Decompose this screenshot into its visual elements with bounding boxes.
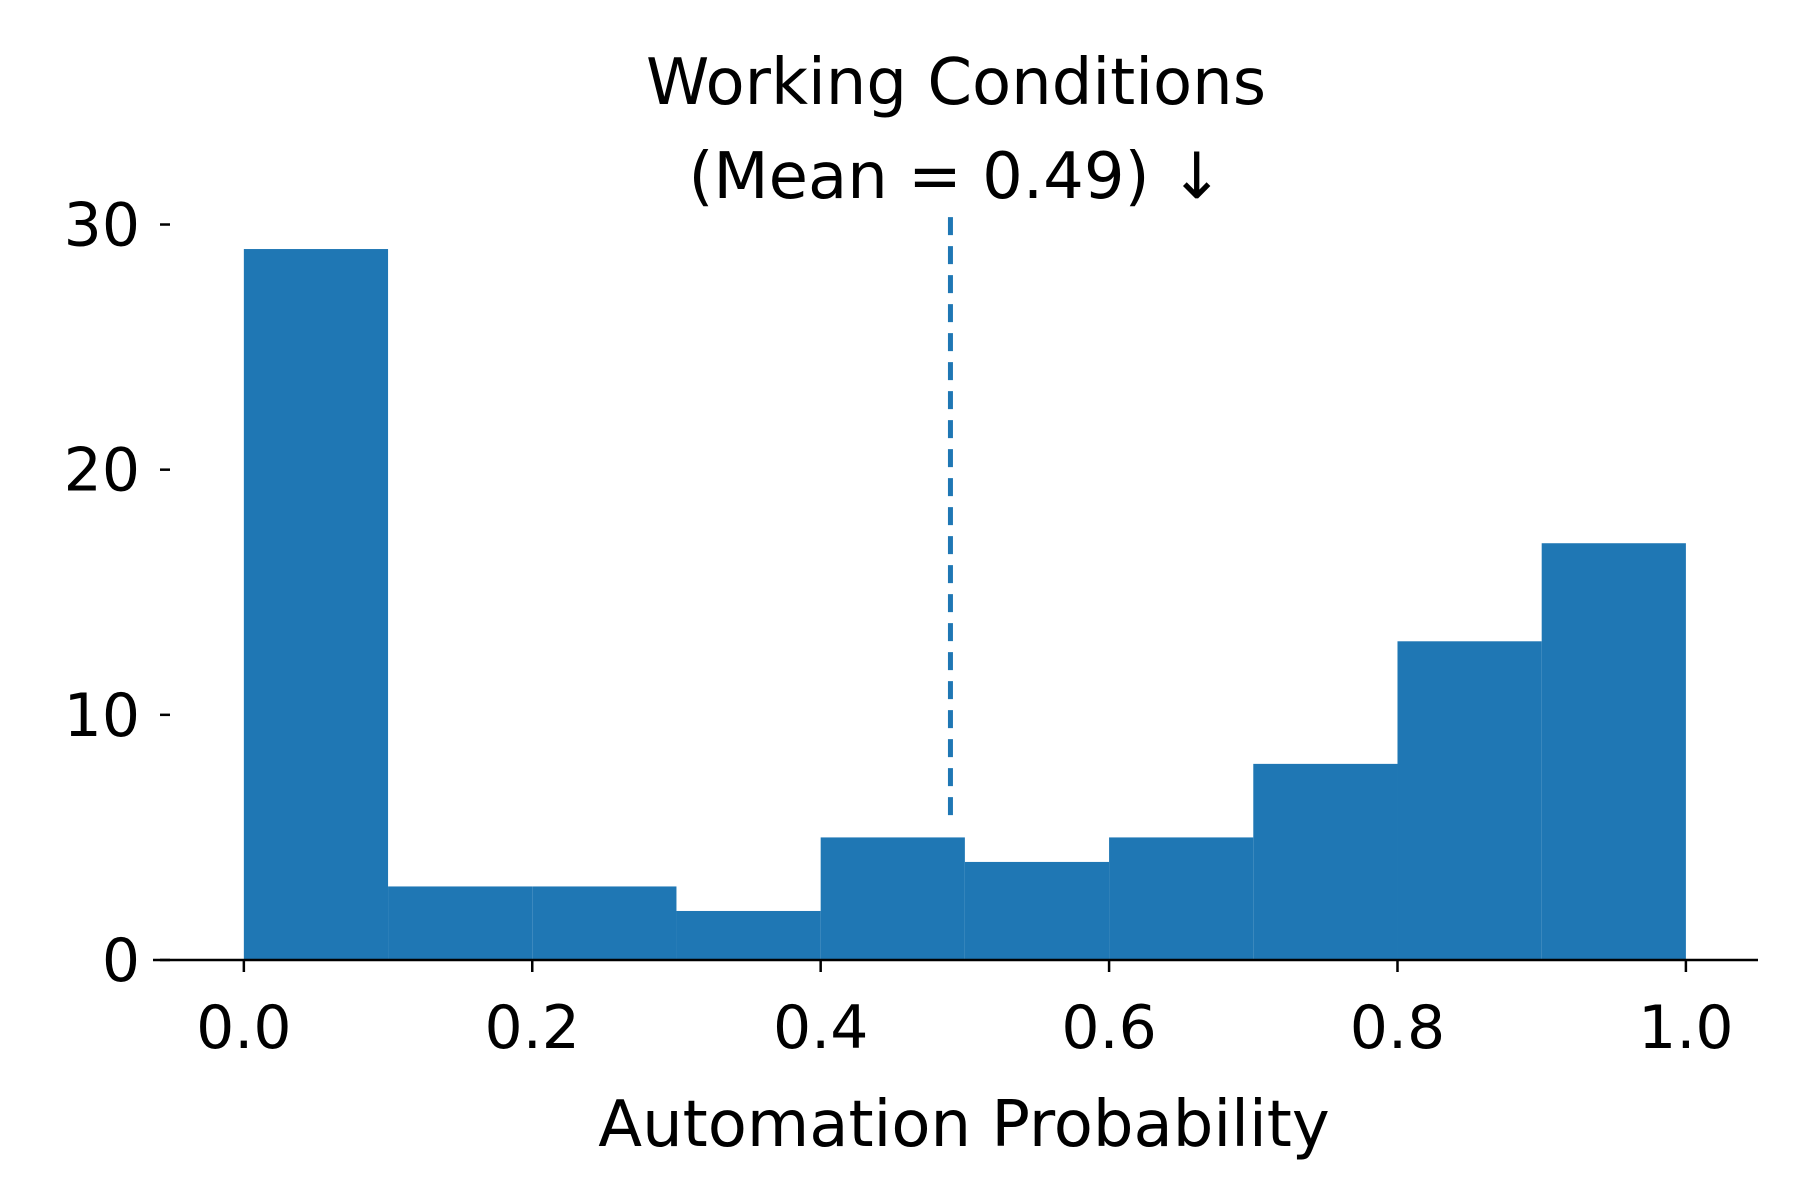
y-ticks-group: 0 10 20 30 <box>64 191 170 996</box>
x-tick-label: 0.8 <box>1350 993 1445 1063</box>
x-tick-label: 0.4 <box>773 993 868 1063</box>
chart-title-line2: (Mean = 0.49) ↓ <box>688 140 1223 214</box>
histogram-bar <box>1253 763 1398 960</box>
histogram-bar <box>532 886 677 960</box>
chart-title-line1: Working Conditions <box>646 46 1266 120</box>
x-ticks-group: 0.0 0.2 0.4 0.6 0.8 1.0 <box>196 960 1734 1063</box>
y-tick-label: 30 <box>64 191 140 261</box>
histogram-bar <box>1541 543 1686 960</box>
x-tick-label: 0.2 <box>485 993 580 1063</box>
histogram-bar <box>1109 837 1254 960</box>
y-tick-label: 20 <box>64 436 140 506</box>
y-tick-label: 10 <box>64 681 140 751</box>
histogram-bar <box>1397 641 1542 960</box>
bars-group <box>243 249 1686 961</box>
histogram-bar <box>820 837 965 960</box>
x-axis-title: Automation Probability <box>598 1088 1329 1162</box>
histogram-bar <box>964 861 1110 960</box>
histogram-bar <box>243 249 389 961</box>
x-tick-label: 0.6 <box>1061 993 1156 1063</box>
histogram-bar <box>388 886 533 960</box>
y-tick-label: 0 <box>102 926 140 996</box>
x-tick-label: 1.0 <box>1638 993 1733 1063</box>
x-tick-label: 0.0 <box>196 993 291 1063</box>
histogram-bar <box>676 910 821 960</box>
